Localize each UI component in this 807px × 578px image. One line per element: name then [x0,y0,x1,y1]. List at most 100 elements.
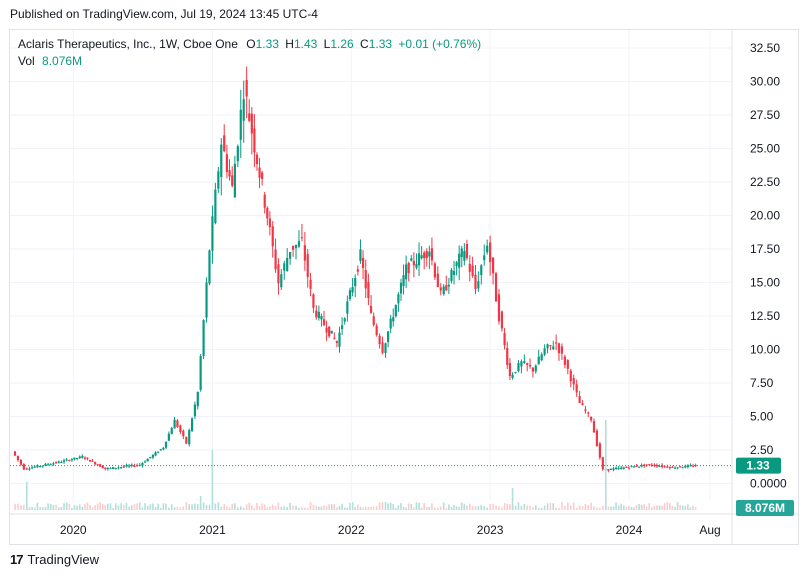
candle-body [679,466,682,468]
volume-bar [96,503,99,510]
volume-bar [402,506,405,510]
footer-branding: 17 TradingView [10,552,99,567]
volume-bar [165,503,167,510]
candle-body [661,465,664,467]
candle-body [407,262,410,274]
candle-body [291,245,295,250]
volume-bar [60,506,63,510]
volume-bar [676,502,679,510]
volume-bar [301,506,303,510]
volume-bar [620,503,623,510]
candle-body [394,305,397,317]
volume-bar [253,507,256,510]
legend-volume-label[interactable]: Vol [18,54,35,68]
candle-body [341,325,344,330]
volume-bar [144,503,146,510]
volume-bar [405,507,407,510]
candle-body [517,363,520,372]
volume-bar [179,507,182,510]
volume-bar [431,503,433,510]
volume-bar [211,450,214,510]
candle-body [555,342,558,344]
volume-bar [263,504,266,510]
legend-symbol-name[interactable]: Aclaris Therapeutics, Inc., 1W, Cboe One [18,37,238,51]
candle-body [528,364,532,367]
volume-bar [434,507,436,510]
candle-body [13,451,17,456]
volume-bar [357,504,359,510]
candle-body [68,460,71,462]
candle-body [489,242,492,263]
tradingview-brand[interactable]: TradingView [27,552,100,567]
volume-bar [492,503,494,510]
candle-body [471,265,474,277]
volume-bar [117,505,120,510]
candle-body [638,466,641,468]
volume-bar [154,506,157,510]
volume-bar [381,502,384,510]
volume-bar [223,504,226,510]
volume-bar [501,507,503,510]
candle-body [386,331,390,343]
candle-body [601,457,604,470]
candle-body [303,245,306,261]
candle-body [500,311,504,329]
candle-body [423,252,426,259]
volume-bar [590,502,592,510]
candle-body [598,443,601,458]
candle-body [578,396,581,404]
volume-bar [231,503,234,510]
volume-bar [269,506,271,510]
candle-body [397,294,400,304]
volume-bar [283,506,286,510]
time-axis-tick-label: 2020 [60,523,87,537]
volume-bar [239,506,242,510]
volume-bar [384,502,387,510]
candle-body [41,465,44,467]
volume-bar [546,503,549,510]
chart-legend: Aclaris Therapeutics, Inc., 1W, Cboe One… [18,36,481,70]
candle-body [405,264,408,280]
candle-body [392,317,395,322]
volume-bar [607,506,610,510]
volume-bar [101,504,104,510]
candle-body [694,464,697,467]
volume-bar [445,507,448,510]
legend-volume-value: 8.076M [42,54,83,68]
chart-frame[interactable]: 32.50 30.00 27.50 25.00 22.50 20.00 17.50 15.00… [9,29,799,545]
volume-bar [20,505,22,510]
volume-bar [336,507,338,510]
volume-bar [63,503,65,510]
candle-body [617,467,620,469]
volume-bar [450,507,453,510]
volume-bar [581,506,584,510]
volume-bar [674,507,676,510]
volume-bar [645,506,648,510]
candle-body [359,249,362,262]
volume-bar [109,503,112,510]
candle-body [268,218,271,228]
volume-bar [458,506,460,510]
volume-bar [392,503,395,510]
volume-bar [389,502,392,510]
candle-body [122,466,125,468]
candle-body [242,99,245,121]
candlestick-chart[interactable]: 32.50 30.00 27.50 25.00 22.50 20.00 17.50 15.00… [10,30,798,544]
candle-body [552,346,555,350]
volume-bar [28,507,31,510]
candle-body [317,311,320,319]
volume-bar [529,505,531,510]
candle-body [261,172,264,179]
volume-bar [14,503,16,510]
volume-bar [99,502,102,510]
volume-bar [477,506,480,510]
volume-bar [489,503,491,510]
candle-body [65,459,68,461]
legend-volume-row: Vol 8.076M [18,53,481,70]
candle-body [612,468,615,470]
candle-body [312,294,315,308]
candle-body [445,285,448,291]
volume-bar [196,504,199,510]
volume-bar [584,504,587,510]
volume-bar [220,506,223,510]
